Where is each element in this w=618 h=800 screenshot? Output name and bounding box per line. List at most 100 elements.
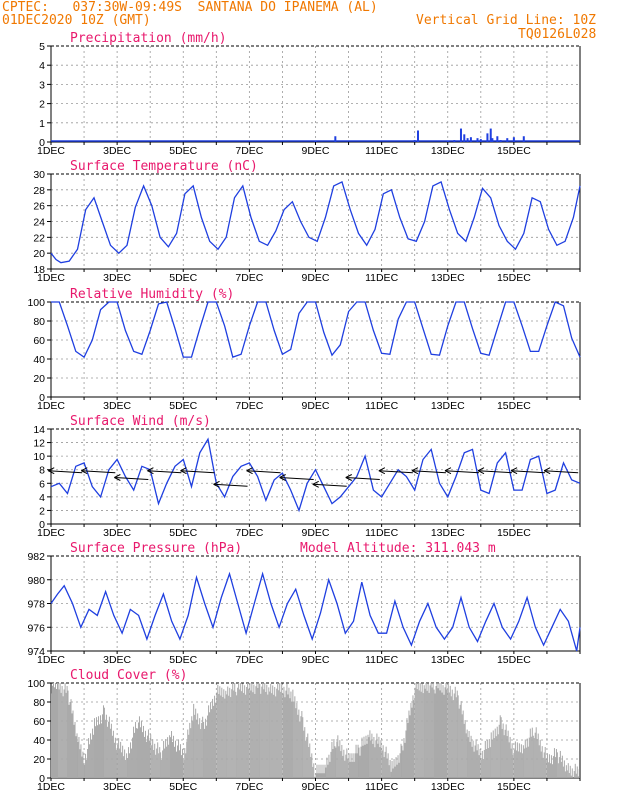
cloud-bar xyxy=(78,737,80,778)
wind-arrow-head xyxy=(444,467,452,475)
cloud-bar xyxy=(418,690,420,778)
cloud-bar xyxy=(301,711,303,778)
cloud-bar xyxy=(533,738,535,778)
cloud-bar xyxy=(446,689,448,778)
cloud-bar xyxy=(235,691,237,778)
cloud-bar xyxy=(530,736,532,778)
wind-arrow xyxy=(345,477,380,480)
cloud-bar xyxy=(378,736,380,778)
wind-arrow xyxy=(48,470,83,474)
cloud-bar xyxy=(175,740,177,778)
x-tick-label: 7DEC xyxy=(235,781,263,793)
cloud-bar xyxy=(220,695,222,778)
panel-cloud: 0 20 40 60 80 100 1DEC 3DEC 5DEC 7DEC 9DEC 11DEC 13D… xyxy=(27,668,581,793)
cloud-bar xyxy=(457,695,459,778)
cloud-bar xyxy=(411,707,413,778)
cloud-bar xyxy=(510,748,512,778)
cloud-bar xyxy=(268,687,270,778)
cloud-bar xyxy=(517,751,519,778)
cloud-bar xyxy=(178,739,180,778)
cloud-bar xyxy=(576,766,578,778)
cloud-bar xyxy=(482,759,484,778)
x-tick-label: 13DEC xyxy=(431,145,465,157)
wind-arrow-head xyxy=(543,467,551,475)
cloud-bar xyxy=(105,714,107,778)
cloud-bar xyxy=(66,686,68,778)
cloud-bar xyxy=(129,753,131,778)
x-tick-label: 9DEC xyxy=(301,400,329,412)
cloud-bar xyxy=(390,771,392,778)
cloud-bar xyxy=(511,743,513,778)
cloud-bar xyxy=(120,741,122,778)
cloud-bar xyxy=(549,763,551,778)
cloud-bar xyxy=(428,692,430,778)
cloud-bar xyxy=(370,740,372,778)
cloud-bar xyxy=(480,759,482,778)
cloud-bar xyxy=(364,744,366,778)
cloud-bar xyxy=(351,761,353,778)
x-tick-label: 13DEC xyxy=(431,654,465,666)
y-tick-label: 980 xyxy=(27,575,45,587)
cloud-bar xyxy=(328,754,330,778)
cloud-bar xyxy=(367,734,369,778)
cloud-bar xyxy=(343,749,345,778)
y-tick-label: 0 xyxy=(39,519,45,531)
cloud-bar xyxy=(246,687,248,778)
cloud-bar xyxy=(204,728,206,778)
cloud-bar xyxy=(475,739,477,778)
cloud-bar xyxy=(110,723,112,778)
wind-arrow-head xyxy=(279,474,286,481)
cloud-bar xyxy=(349,761,351,778)
cloud-bar xyxy=(432,683,434,778)
wind-arrow xyxy=(147,470,182,474)
cloud-bar xyxy=(478,755,480,778)
panel-temperature: 18 20 22 24 26 28 30 1DEC 3DEC 5DEC 7DEC 9DEC 11DEC 1… xyxy=(33,159,581,284)
x-tick-label: 9DEC xyxy=(301,145,329,157)
cloud-bar xyxy=(344,760,346,778)
cloud-bar xyxy=(399,753,401,778)
cloud-bar xyxy=(151,745,153,778)
y-tick-label: 60 xyxy=(33,716,45,728)
cloud-bar xyxy=(161,759,163,778)
x-tick-label: 11DEC xyxy=(365,400,398,412)
cloud-bar xyxy=(62,696,64,778)
cloud-bar xyxy=(409,715,411,778)
cloud-bar xyxy=(290,691,292,778)
cloud-bar xyxy=(540,751,542,778)
cloud-bar xyxy=(458,708,460,778)
y-tick-label: 982 xyxy=(27,551,45,563)
cloud-bar xyxy=(350,753,352,778)
cloud-bar xyxy=(427,683,429,778)
cloud-bar xyxy=(215,702,217,778)
cloud-bar xyxy=(466,729,468,778)
cloud-bar xyxy=(96,725,98,778)
cloud-bar xyxy=(494,728,496,778)
cloud-bar xyxy=(492,730,494,778)
cloud-bar xyxy=(287,694,289,778)
cloud-bar xyxy=(352,753,354,778)
cloud-bar xyxy=(312,766,314,778)
cloud-bar xyxy=(258,683,260,778)
cloud-bar xyxy=(469,741,471,778)
x-tick-label: 1DEC xyxy=(37,145,65,157)
wind-arrow xyxy=(544,470,579,474)
wind-line xyxy=(50,437,581,513)
x-tick-label: 5DEC xyxy=(169,272,197,284)
cloud-bar xyxy=(384,751,386,778)
x-tick-label: 11DEC xyxy=(365,272,398,284)
cloud-bar xyxy=(445,683,447,778)
cloud-bar xyxy=(229,687,231,778)
cloud-bar xyxy=(191,716,193,778)
cloud-bar xyxy=(211,709,213,778)
cloud-bar xyxy=(164,748,166,778)
y-tick-label: 24 xyxy=(33,217,45,229)
cloud-bar xyxy=(481,750,483,778)
y-tick-label: 30 xyxy=(33,169,45,181)
cloud-bar xyxy=(180,744,182,778)
cloud-bar xyxy=(285,690,287,778)
cloud-bar xyxy=(568,773,570,778)
cloud-bar xyxy=(499,715,501,778)
cloud-bar xyxy=(497,734,499,778)
cloud-bar xyxy=(241,691,243,778)
cloud-bar xyxy=(346,748,348,778)
